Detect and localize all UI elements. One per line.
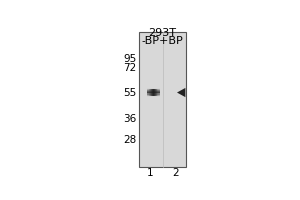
Bar — [154, 89, 155, 96]
Bar — [147, 89, 148, 96]
Bar — [151, 89, 152, 96]
Bar — [149, 89, 150, 96]
Bar — [147, 94, 160, 95]
Bar — [147, 93, 160, 94]
Bar — [160, 89, 161, 96]
Text: 95: 95 — [123, 54, 136, 64]
Bar — [147, 89, 148, 96]
Text: -BP+BP: -BP+BP — [141, 36, 183, 46]
Bar — [147, 90, 160, 91]
Bar — [147, 92, 160, 93]
Bar — [158, 89, 159, 96]
Bar — [148, 89, 149, 96]
Text: 293T: 293T — [148, 28, 176, 38]
Bar — [147, 96, 160, 97]
Bar — [147, 88, 160, 89]
Text: 1: 1 — [147, 168, 154, 178]
Bar — [147, 95, 160, 96]
Bar — [153, 89, 154, 96]
Bar — [154, 89, 155, 96]
Bar — [157, 89, 158, 96]
Bar — [149, 89, 150, 96]
Text: 2: 2 — [172, 168, 179, 178]
Bar — [153, 89, 154, 96]
Bar — [151, 89, 152, 96]
Bar — [148, 89, 149, 96]
Bar — [158, 89, 159, 96]
Bar — [147, 91, 160, 92]
Polygon shape — [177, 88, 185, 97]
Bar — [156, 89, 157, 96]
Bar — [155, 89, 156, 96]
Text: 36: 36 — [123, 114, 136, 124]
Bar — [147, 92, 160, 93]
Bar — [155, 89, 156, 96]
Text: 55: 55 — [123, 88, 136, 98]
Bar — [147, 91, 160, 92]
Bar — [139, 32, 186, 167]
Bar — [147, 89, 160, 90]
Bar — [159, 89, 160, 96]
Bar — [157, 89, 158, 96]
Bar — [150, 89, 151, 96]
Bar — [152, 89, 153, 96]
Bar — [150, 89, 151, 96]
Bar — [147, 94, 160, 95]
Bar — [152, 89, 153, 96]
Bar — [147, 90, 160, 91]
Bar — [147, 89, 160, 90]
Text: 72: 72 — [123, 63, 136, 73]
Text: 28: 28 — [123, 135, 136, 145]
Bar — [156, 89, 157, 96]
Bar — [147, 95, 160, 96]
Bar — [159, 89, 160, 96]
